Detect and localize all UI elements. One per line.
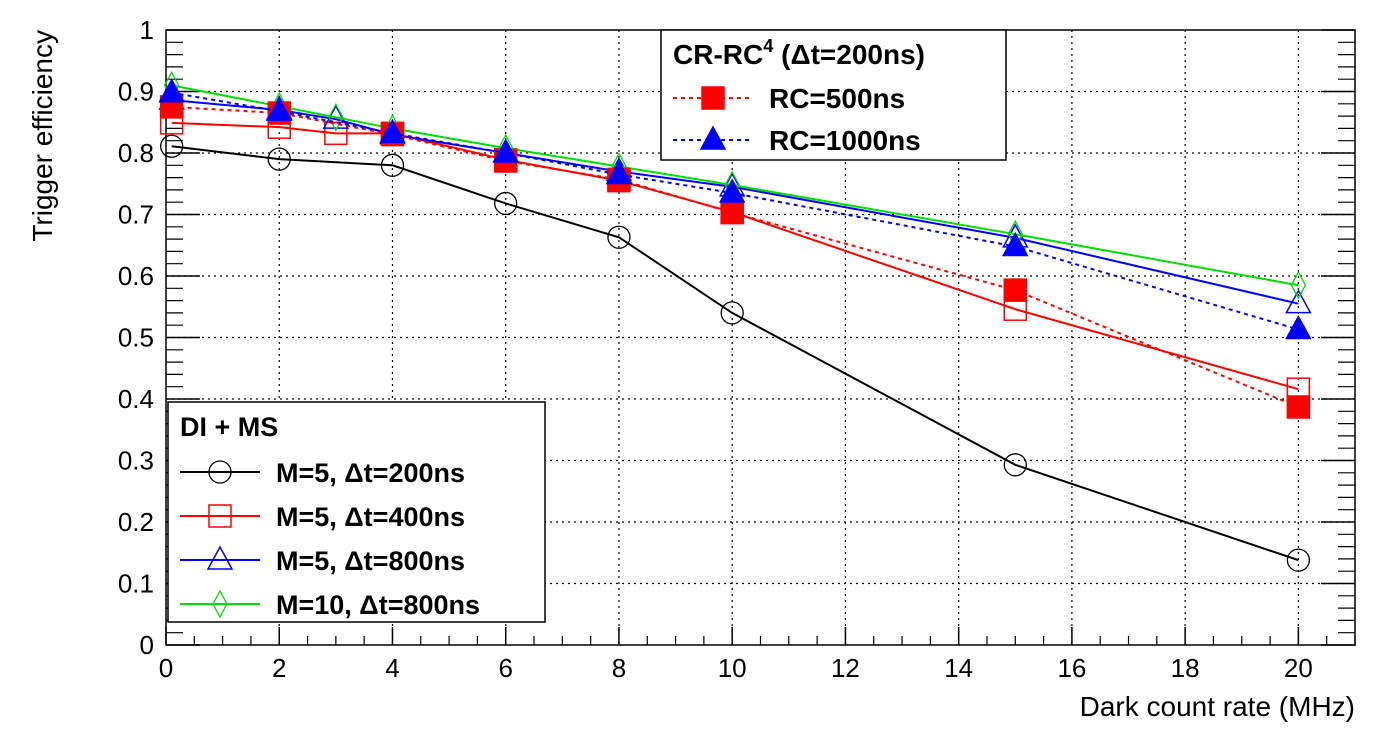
data-point-circle [267, 147, 291, 171]
y-axis-label: Trigger efficiency [27, 30, 58, 242]
x-tick-label: 18 [1171, 653, 1200, 683]
x-tick-label: 14 [944, 653, 973, 683]
legend-box [167, 401, 546, 623]
data-point-triangle [718, 178, 746, 203]
y-tick-label: 0.9 [118, 77, 154, 107]
data-point-triangle [1285, 314, 1312, 340]
data-point-circle [607, 225, 631, 249]
data-point-diamond [328, 102, 344, 132]
y-tick-label: 0 [140, 630, 154, 660]
y-tick-label: 0.4 [118, 384, 154, 414]
legend-entry: M=5, Δt=400ns [276, 502, 465, 532]
data-point-diamond [212, 589, 228, 619]
series-line [171, 145, 1299, 562]
data-point-triangle [605, 159, 633, 185]
series-line [171, 91, 1299, 331]
legend-entry: RC=1000ns [769, 125, 921, 156]
data-point-circle [1003, 453, 1027, 477]
x-tick-label: 12 [831, 653, 860, 683]
series-5 [158, 78, 1312, 340]
series-line [171, 105, 1299, 408]
data-point-circle [208, 460, 232, 484]
y-tick-label: 0.2 [118, 507, 154, 537]
legend-title: CR-RC4 (Δt=200ns) [673, 36, 925, 70]
x-tick-label: 16 [1057, 653, 1086, 683]
y-tick-label: 0.7 [118, 200, 154, 230]
y-tick-label: 0.8 [118, 138, 154, 168]
data-point-triangle [1285, 289, 1312, 314]
data-point-diamond [1290, 270, 1307, 300]
data-point-triangle [379, 118, 406, 144]
data-point-triangle [265, 96, 293, 121]
legend-entry: M=10, Δt=800ns [276, 590, 480, 620]
x-tick-label: 2 [272, 653, 286, 683]
data-point-triangle [699, 125, 727, 150]
y-tick-label: 1 [140, 15, 154, 45]
data-point-square [208, 504, 232, 528]
data-point-square [324, 121, 348, 146]
legend-entry: M=5, Δt=800ns [276, 546, 465, 576]
data-point-square [701, 86, 725, 110]
legend-entry: M=5, Δt=200ns [276, 458, 465, 488]
data-point-square [1003, 278, 1028, 302]
x-tick-label: 8 [612, 653, 626, 683]
y-tick-label: 0.1 [118, 569, 154, 599]
x-tick-label: 0 [159, 653, 173, 683]
x-tick-label: 4 [385, 653, 399, 683]
data-point-circle [494, 191, 518, 216]
y-tick-label: 0.3 [118, 446, 154, 476]
data-point-triangle [1002, 231, 1029, 257]
legend-title: DI + MS [180, 412, 278, 442]
series-0 [160, 134, 1311, 572]
data-point-circle [160, 134, 184, 158]
data-point-square [720, 200, 744, 225]
y-tick-label: 0.5 [118, 323, 154, 353]
y-tick-label: 0.6 [118, 261, 154, 291]
data-point-circle [720, 301, 744, 325]
data-point-triangle [206, 545, 234, 570]
x-tick-label: 10 [718, 653, 747, 683]
x-axis-label: Dark count rate (MHz) [1080, 691, 1355, 722]
legend-entry: RC=500ns [769, 83, 905, 114]
data-point-triangle [492, 138, 519, 163]
data-point-circle [380, 153, 405, 177]
x-tick-label: 20 [1284, 653, 1313, 683]
data-point-square [1286, 395, 1311, 419]
x-tick-label: 6 [498, 653, 512, 683]
data-point-circle [1286, 548, 1311, 572]
data-point-triangle [158, 78, 185, 103]
